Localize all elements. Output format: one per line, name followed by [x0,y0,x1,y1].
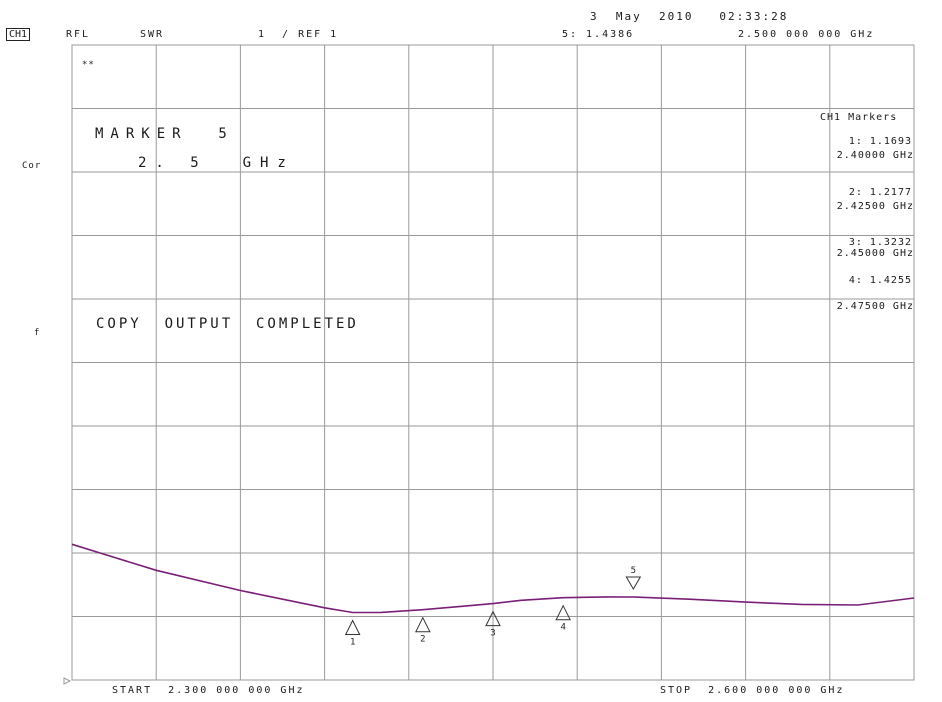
marker-2-triangle-icon [415,616,431,633]
marker-3-label: 3 [490,629,495,639]
marker-1-triangle-icon [344,619,361,635]
marker-5-label: 5 [631,566,636,576]
marker-3-value: 3: 1.3232 [848,237,912,248]
marker-1-frequency: 2.40000 GHz [836,150,914,161]
format-label: RFL [66,29,91,40]
marker-2: 2 [415,616,431,645]
marker-1-label: 1 [350,637,355,647]
marker-2-label: 2 [420,635,425,645]
marker-4-triangle-icon [555,604,571,621]
marker-1-value: 1: 1.1693 [848,136,912,147]
marker-title: MARKER 5 [95,126,234,142]
marker-5-triangle-icon [625,576,642,590]
stop-frequency: STOP 2.600 000 000 GHz [660,685,845,696]
copy-status-message: COPY OUTPUT COMPLETED [96,316,359,332]
datetime: 3 May 2010 02:33:28 [590,10,789,23]
marker-1: 1 [344,619,361,647]
marker-table-title: CH1 Markers [820,112,898,123]
active-marker-frequency: 2.500 000 000 GHz [738,29,875,40]
reference-arrow-icon [63,677,72,685]
status-star-symbol: ** [82,60,95,70]
marker-4-value: 4: 1.4255 [848,275,912,286]
marker-3-triangle-icon [485,610,501,627]
correction-indicator: Cor [22,161,42,171]
marker-3: 3 [485,610,501,639]
plot-grid [71,44,915,681]
marker-2-value: 2: 1.2177 [848,187,912,198]
measurement-label: SWR [140,29,165,40]
marker-5: 5 [625,566,642,590]
marker-4-label: 4 [560,623,565,633]
f-indicator: f [34,328,41,338]
marker-4-frequency: 2.47500 GHz [836,301,914,312]
marker-3-frequency: 2.45000 GHz [836,248,914,259]
marker-4: 4 [555,604,571,633]
scale-ref-label: 1 / REF 1 [258,29,339,40]
marker-group: 1 2 3 4 5 [344,566,642,647]
marker-2-frequency: 2.42500 GHz [836,201,914,212]
start-frequency: START 2.300 000 000 GHz [112,685,305,696]
marker-frequency: 2. 5 GHz [138,155,295,171]
active-marker-readout: 5: 1.4386 [562,29,635,40]
swr-trace [71,543,915,614]
channel-label: CH1 [6,28,31,41]
